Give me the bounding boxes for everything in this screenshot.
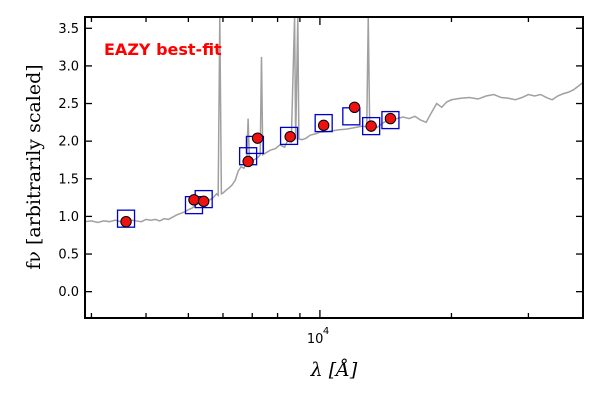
plot-area [85, 17, 583, 228]
annotation-label: EAZY best-fit [104, 40, 222, 59]
x-axis-title: λ [Å] [310, 359, 358, 381]
observed-flux-point-5 [284, 130, 296, 143]
y-tick-label-0: 0.0 [58, 285, 79, 300]
observed-flux-point-0 [120, 215, 132, 228]
y-tick-label-5: 2.5 [58, 97, 79, 112]
y-tick-label-6: 3.0 [58, 59, 79, 74]
template-spectrum-line [85, 17, 583, 224]
observed-flux-point-3 [242, 155, 254, 168]
x-tick-label-1e4: 10 4 [307, 326, 329, 347]
observed-flux-point-1 [188, 194, 200, 206]
y-tick-label-2: 1.0 [58, 210, 79, 225]
y-tick-label-3: 1.5 [58, 172, 79, 187]
model-flux-box-6 [314, 113, 333, 133]
y-tick-labels: 0.0 0.5 1.0 1.5 2.0 2.5 3.0 3.5 [58, 22, 79, 300]
observed-flux-point-9 [384, 112, 397, 125]
axis-ticks [85, 17, 584, 318]
y-tick-label-4: 2.0 [58, 135, 79, 150]
observed-flux-point-6 [317, 119, 330, 132]
observed-flux-point-2 [197, 195, 210, 208]
y-tick-label-1: 0.5 [58, 248, 79, 263]
model-flux-box-5 [279, 126, 299, 146]
plot-frame [84, 16, 584, 319]
observed-flux-point-7 [348, 101, 361, 114]
model-flux-box-8 [362, 116, 381, 136]
model-flux-box-9 [381, 110, 400, 130]
x-tick-label-base: 10 [307, 332, 324, 347]
y-tick-label-7: 3.5 [58, 22, 79, 37]
observed-flux-point-8 [365, 120, 377, 132]
y-axis-title: fν [arbitrarily scaled] [23, 64, 45, 269]
observed-flux-point-4 [251, 132, 264, 144]
x-tick-label-exponent: 4 [323, 326, 329, 337]
